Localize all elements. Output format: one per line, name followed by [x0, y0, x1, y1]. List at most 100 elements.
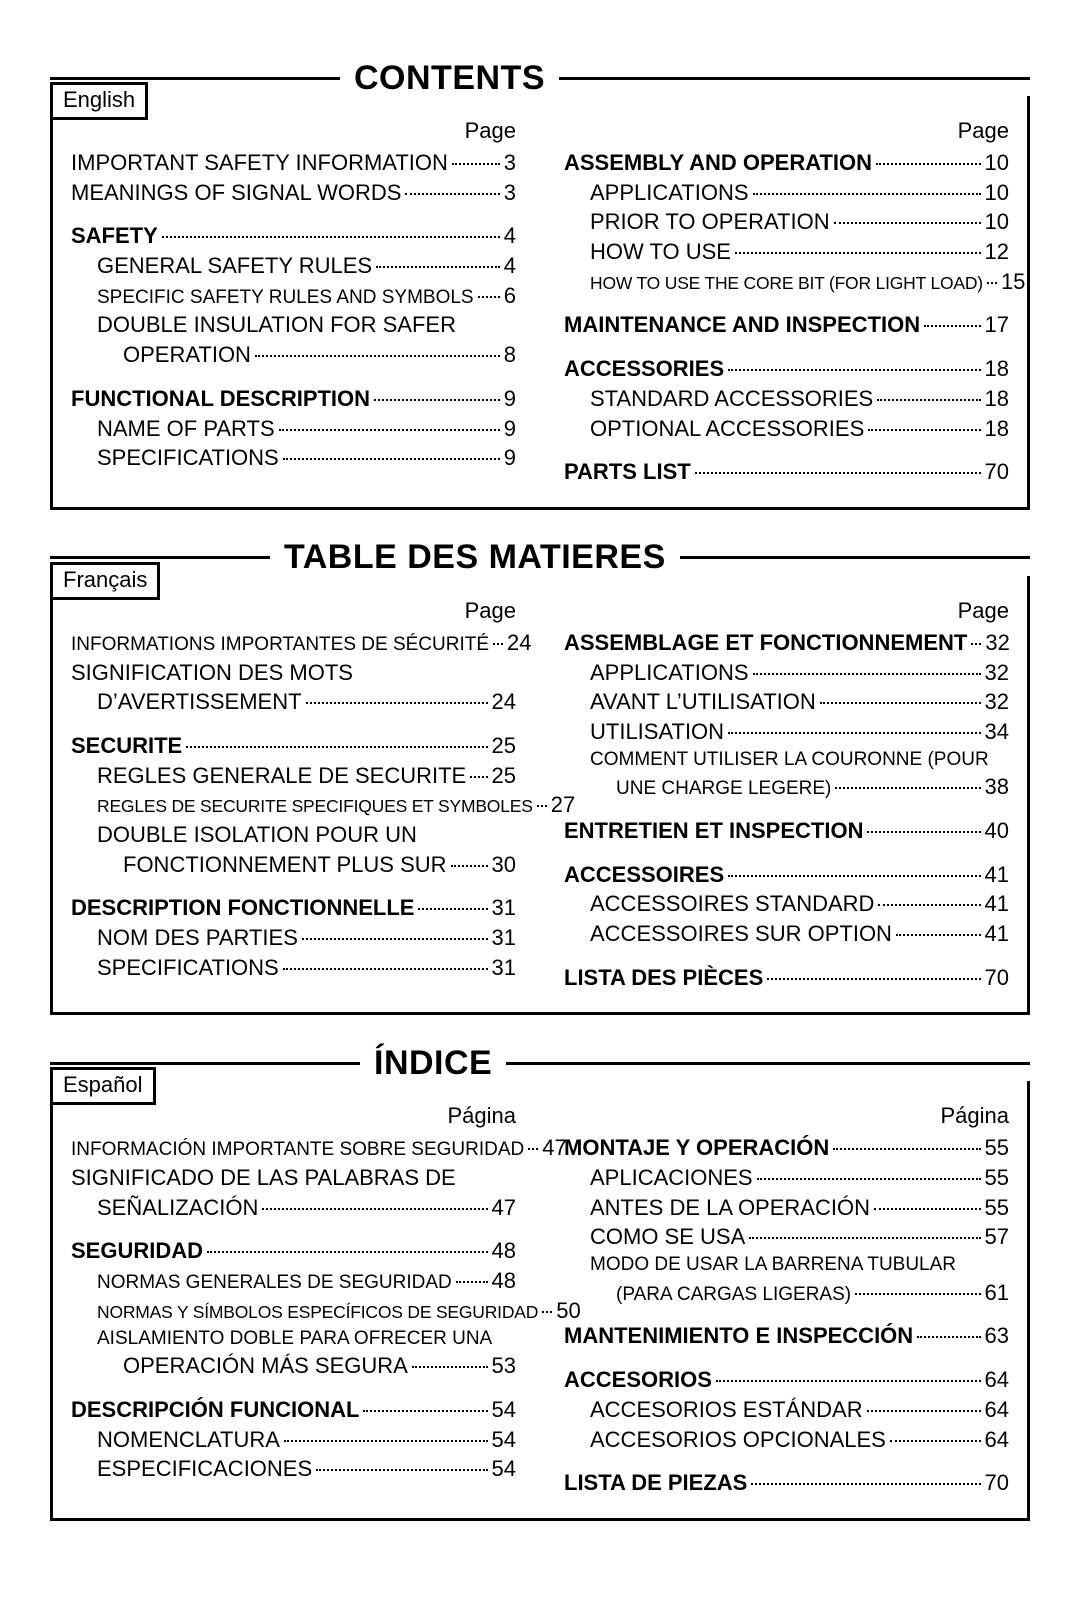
spacer — [71, 207, 516, 221]
toc-entry-label: LISTA DES PIÈCES — [564, 963, 763, 993]
section-title: CONTENTS — [340, 59, 559, 98]
toc-entry-label: SAFETY — [71, 221, 158, 251]
spacer — [564, 949, 1009, 963]
toc-entry: SPECIFICATIONS9 — [71, 443, 516, 473]
toc-entry: MAINTENANCE AND INSPECTION 17 — [564, 310, 1009, 340]
page-column-header: Page — [564, 118, 1009, 144]
toc-entry-page: 31 — [492, 893, 516, 923]
toc-entry: AVANT L’UTILISATION32 — [564, 687, 1009, 717]
leader-dots — [867, 1410, 981, 1412]
page: CONTENTSEnglishPageIMPORTANT SAFETY INFO… — [0, 0, 1080, 1611]
toc-entry-label: NOMENCLATURA — [71, 1425, 280, 1455]
spacer — [564, 1351, 1009, 1365]
toc-entry-label: AISLAMIENTO DOBLE PARA OFRECER UNA — [71, 1326, 492, 1352]
toc-entry-label: REGLES GENERALE DE SECURITE — [71, 761, 466, 791]
page-column-header: Página — [564, 1103, 1009, 1129]
toc-entry: MEANINGS OF SIGNAL WORDS3 — [71, 178, 516, 208]
toc-entry-label: PARTS LIST — [564, 457, 691, 487]
leader-dots — [874, 1208, 981, 1210]
toc-entry: ACCESSOIRES STANDARD41 — [564, 889, 1009, 919]
toc-entry: UTILISATION34 — [564, 717, 1009, 747]
toc-entry-label: INFORMATIONS IMPORTANTES DE SÉCURITÉ — [71, 632, 489, 658]
toc-entry: ANTES DE LA OPERACIÓN55 — [564, 1193, 1009, 1223]
toc-entry-page: 6 — [504, 281, 516, 311]
toc-entry-label: SIGNIFICADO DE LAS PALABRAS DE — [71, 1163, 456, 1193]
toc-entry-page: 25 — [492, 731, 516, 761]
section-title-row: TABLE DES MATIERES — [50, 540, 1030, 576]
toc-entry-page: 24 — [492, 687, 516, 717]
leader-dots — [728, 732, 980, 734]
toc-entry-page: 41 — [985, 889, 1009, 919]
toc-entry-label: APLICACIONES — [564, 1163, 753, 1193]
page-column-header: Page — [71, 598, 516, 624]
leader-dots — [528, 1148, 538, 1150]
toc-entry-label: ACCESORIOS — [564, 1365, 712, 1395]
toc-entry-label: SEÑALIZACIÓN — [71, 1193, 258, 1223]
toc-entry-page: 32 — [985, 658, 1009, 688]
leader-dots — [478, 296, 500, 298]
toc-entry-page: 55 — [985, 1193, 1009, 1223]
toc-entry-page: 38 — [985, 772, 1009, 802]
toc-entry: SIGNIFICADO DE LAS PALABRAS DE — [71, 1163, 516, 1193]
leader-dots — [695, 472, 981, 474]
toc-entry: OPTIONAL ACCESSORIES18 — [564, 414, 1009, 444]
toc-entry-label: DESCRIPTION FONCTIONNELLE — [71, 893, 414, 923]
language-tag: English — [50, 82, 148, 120]
toc-entry-page: 10 — [985, 207, 1009, 237]
page-column-header: Página — [71, 1103, 516, 1129]
toc-entry-label: REGLES DE SECURITE SPECIFIQUES ET SYMBOL… — [71, 795, 533, 819]
toc-entry: DESCRIPCIÓN FUNCIONAL54 — [71, 1395, 516, 1425]
left-column: Página INFORMACIÓN IMPORTANTE SOBRE SEGUR… — [71, 1103, 516, 1498]
toc-entry-label: ASSEMBLAGE ET FONCTIONNEMENT — [564, 628, 967, 658]
spacer — [71, 717, 516, 731]
toc-entry: DESCRIPTION FONCTIONNELLE 31 — [71, 893, 516, 923]
toc-entry-page: 17 — [985, 310, 1009, 340]
toc-entry: INFORMACIÓN IMPORTANTE SOBRE SEGURIDAD47 — [71, 1133, 516, 1163]
leader-dots — [537, 805, 547, 807]
toc-entry: DOUBLE ISOLATION POUR UN — [71, 820, 516, 850]
spacer — [71, 879, 516, 893]
leader-dots — [316, 1469, 487, 1471]
toc-entry-label: OPERACIÓN MÁS SEGURA — [71, 1351, 408, 1381]
toc-entry: HOW TO USE THE CORE BIT (FOR LIGHT LOAD)… — [564, 267, 1009, 297]
toc-entry-label: ACCESSOIRES SUR OPTION — [564, 919, 892, 949]
toc-entry-label: ACCESORIOS OPCIONALES — [564, 1425, 886, 1455]
toc-entry: INFORMATIONS IMPORTANTES DE SÉCURITÉ24 — [71, 628, 516, 658]
leader-dots — [878, 904, 980, 906]
toc-entry: COMMENT UTILISER LA COURONNE (POUR — [564, 747, 1009, 773]
toc-entry: COMO SE USA57 — [564, 1222, 1009, 1252]
leader-dots — [868, 429, 980, 431]
leader-dots — [363, 1410, 487, 1412]
toc-entry-label: (PARA CARGAS LIGERAS) — [564, 1282, 851, 1308]
right-column: PageASSEMBLY AND OPERATION10APPLICATIONS… — [564, 118, 1009, 487]
toc-entry: SAFETY4 — [71, 221, 516, 251]
toc-entry-label: MONTAJE Y OPERACIÓN — [564, 1133, 829, 1163]
toc-entry-label: OPTIONAL ACCESSORIES — [564, 414, 864, 444]
spacer — [564, 1307, 1009, 1321]
toc-entry-page: 4 — [504, 251, 516, 281]
toc-entry: PRIOR TO OPERATION10 — [564, 207, 1009, 237]
leader-dots — [186, 746, 487, 748]
toc-entry-label: HOW TO USE — [564, 237, 731, 267]
leader-dots — [542, 1311, 552, 1313]
toc-entry-label: STANDARD ACCESSORIES — [564, 384, 873, 414]
toc-entry: NOM DES PARTIES31 — [71, 923, 516, 953]
spacer — [71, 1222, 516, 1236]
leader-dots — [728, 369, 980, 371]
left-column: Page INFORMATIONS IMPORTANTES DE SÉCURITÉ… — [71, 598, 516, 993]
leader-dots — [820, 702, 981, 704]
leader-dots — [753, 673, 981, 675]
toc-entry-label: FONCTIONNEMENT PLUS SUR — [71, 850, 447, 880]
toc-entry: REGLES DE SECURITE SPECIFIQUES ET SYMBOL… — [71, 790, 516, 820]
toc-entry: OPERATION8 — [71, 340, 516, 370]
toc-entry-label: MAINTENANCE AND INSPECTION — [564, 310, 920, 340]
toc-entry-page: 53 — [492, 1351, 516, 1381]
toc-entry-label: ACCESSORIES — [564, 354, 724, 384]
toc-entry: NAME OF PARTS9 — [71, 414, 516, 444]
leader-dots — [751, 1483, 980, 1485]
section-title: ÍNDICE — [360, 1044, 506, 1083]
toc-entry-page: 18 — [985, 354, 1009, 384]
toc-entry-page: 48 — [492, 1266, 516, 1296]
leader-dots — [279, 429, 500, 431]
page-column-header: Page — [564, 598, 1009, 624]
